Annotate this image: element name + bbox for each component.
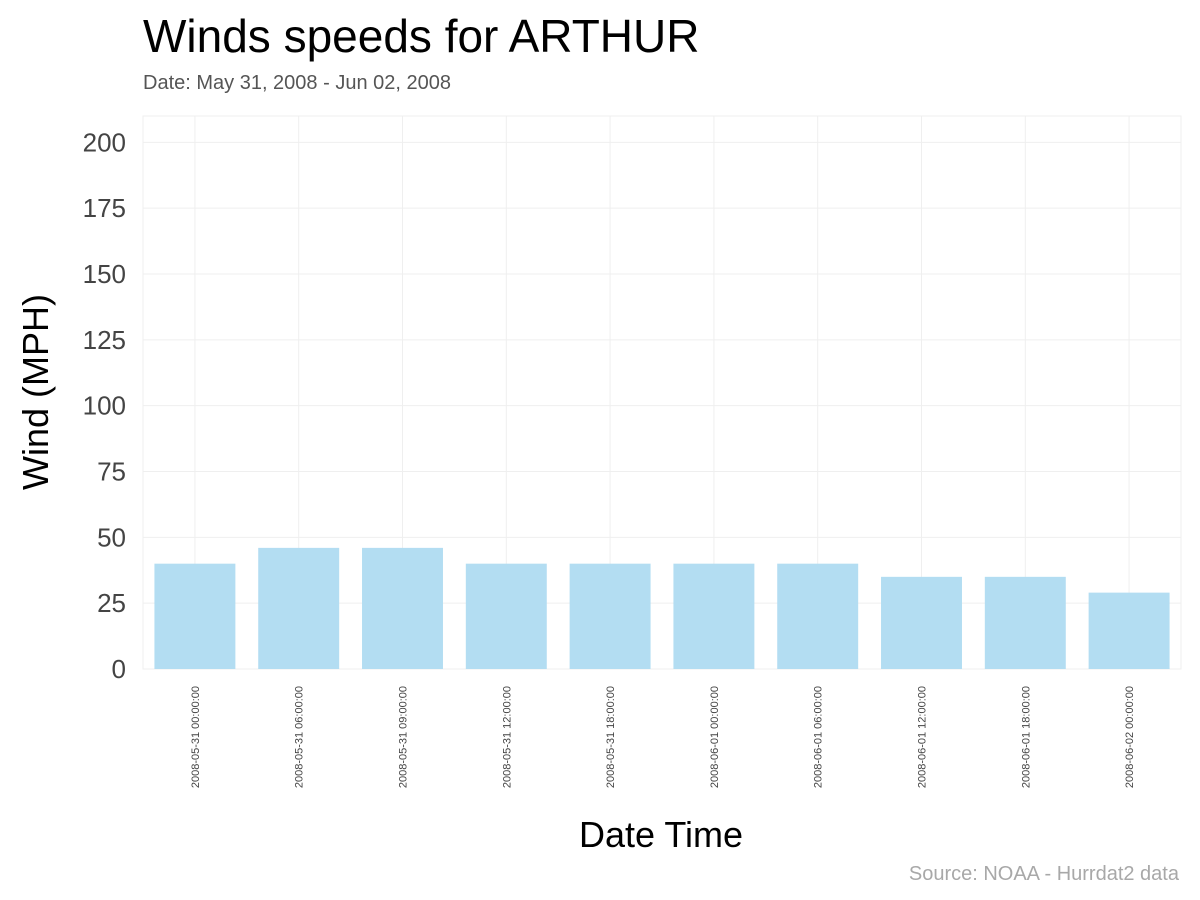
y-tick-label: 100 xyxy=(83,391,126,421)
x-tick-label: 2008-06-01 00:00:00 xyxy=(709,686,721,788)
bar xyxy=(984,576,1066,669)
x-tick-label: 2008-05-31 09:00:00 xyxy=(398,686,410,788)
y-tick-label: 50 xyxy=(97,522,126,552)
bars xyxy=(154,547,1170,669)
chart-title: Winds speeds for ARTHUR xyxy=(143,10,699,62)
bar xyxy=(154,563,236,669)
x-tick-label: 2008-05-31 12:00:00 xyxy=(501,686,513,788)
chart-caption: Source: NOAA - Hurrdat2 data xyxy=(909,863,1180,885)
x-tick-label: 2008-05-31 18:00:00 xyxy=(605,686,617,788)
bar xyxy=(1088,592,1170,669)
y-tick-label: 75 xyxy=(97,457,126,487)
y-tick-label: 25 xyxy=(97,588,126,618)
chart-subtitle: Date: May 31, 2008 - Jun 02, 2008 xyxy=(143,72,451,94)
x-tick-label: 2008-05-31 06:00:00 xyxy=(294,686,306,788)
bar xyxy=(465,563,547,669)
bar xyxy=(881,576,962,669)
x-tick-label: 2008-06-01 06:00:00 xyxy=(813,686,825,788)
bar xyxy=(673,563,755,669)
y-tick-label: 0 xyxy=(112,654,126,684)
bar xyxy=(362,547,443,669)
y-tick-label: 200 xyxy=(83,127,126,157)
bar xyxy=(258,547,340,669)
x-tick-label: 2008-06-02 00:00:00 xyxy=(1124,686,1136,788)
x-axis-ticks: 2008-05-31 00:00:00 2008-05-31 06:00:00 20… xyxy=(190,686,1136,788)
x-tick-label: 2008-06-01 18:00:00 xyxy=(1020,686,1032,788)
bar xyxy=(569,563,651,669)
x-axis-label: Date Time xyxy=(579,814,743,855)
x-tick-label: 2008-06-01 12:00:00 xyxy=(917,686,929,788)
y-tick-label: 150 xyxy=(83,259,126,289)
y-axis-label: Wind (MPH) xyxy=(15,294,56,490)
x-tick-label: 2008-05-31 00:00:00 xyxy=(190,686,202,788)
y-axis-ticks: 0 25 50 75 100 125 150 175 200 xyxy=(83,127,126,684)
y-tick-label: 175 xyxy=(83,193,126,223)
plot-panel xyxy=(142,115,1182,670)
y-tick-label: 125 xyxy=(83,325,126,355)
bar xyxy=(777,563,859,669)
